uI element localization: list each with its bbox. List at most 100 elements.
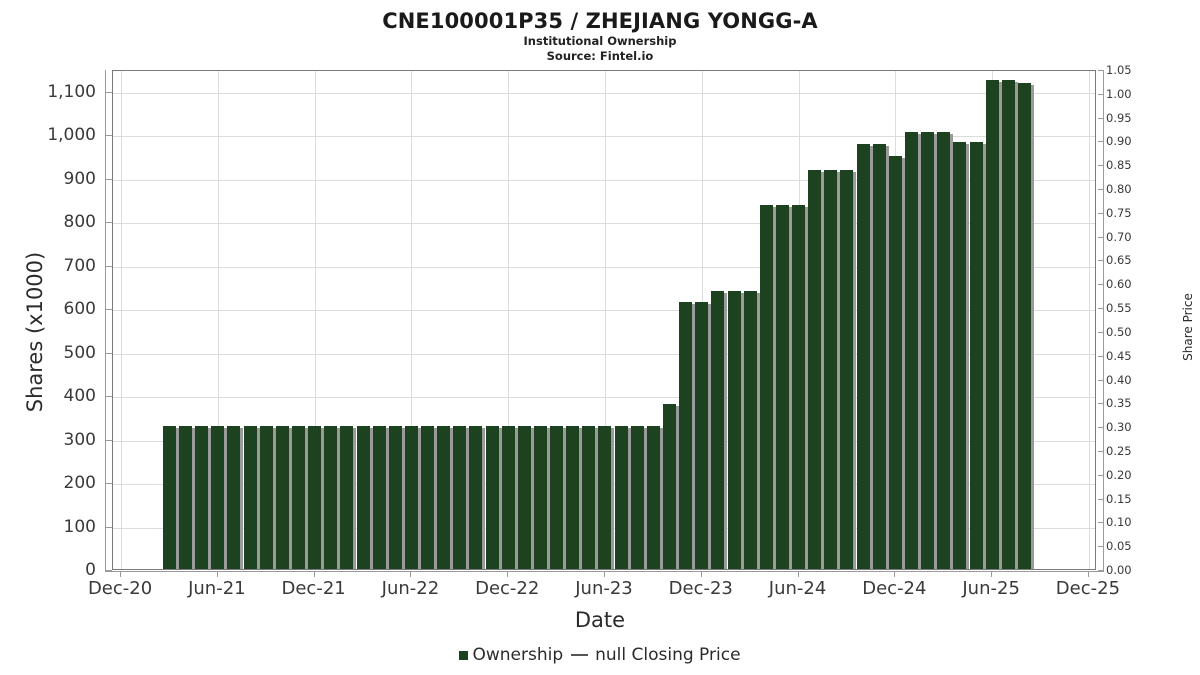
y-tick-mark-right xyxy=(1098,117,1104,119)
bar[interactable] xyxy=(469,426,482,569)
bar[interactable] xyxy=(889,155,902,569)
gridline-horizontal xyxy=(113,310,1095,312)
y-tick-mark-right xyxy=(1098,474,1104,476)
bar[interactable] xyxy=(647,426,660,569)
bar[interactable] xyxy=(986,80,999,569)
x-tick-label: Dec-21 xyxy=(281,578,346,599)
bar[interactable] xyxy=(163,426,176,569)
y-tick-label-right: 0.75 xyxy=(1106,205,1132,220)
bar[interactable] xyxy=(389,426,402,569)
chart-legend: Ownership null Closing Price xyxy=(0,645,1200,665)
bar[interactable] xyxy=(598,426,611,569)
bar[interactable] xyxy=(905,131,918,569)
x-tick-mark xyxy=(700,571,702,577)
gridline-horizontal xyxy=(113,353,1095,355)
bar[interactable] xyxy=(695,301,708,569)
bar[interactable] xyxy=(518,426,531,569)
bar[interactable] xyxy=(276,426,289,569)
bar[interactable] xyxy=(760,204,773,569)
bar[interactable] xyxy=(324,426,337,569)
x-axis-title: Date xyxy=(574,608,626,632)
bar[interactable] xyxy=(728,291,741,569)
bar[interactable] xyxy=(405,426,418,569)
bar[interactable] xyxy=(776,204,789,569)
x-tick-label: Jun-21 xyxy=(188,578,246,599)
bar[interactable] xyxy=(534,426,547,569)
y-tick-mark-left xyxy=(106,135,112,137)
bar[interactable] xyxy=(792,204,805,569)
right-axis-spine xyxy=(1103,70,1104,571)
y-tick-label-right: 0.55 xyxy=(1106,301,1132,316)
bar[interactable] xyxy=(179,426,192,569)
y-tick-mark-right xyxy=(1098,93,1104,95)
x-tick-mark xyxy=(894,571,896,577)
bar[interactable] xyxy=(195,426,208,569)
bar[interactable] xyxy=(921,131,934,569)
y-tick-label-right: 0.50 xyxy=(1106,324,1132,339)
y-tick-mark-right xyxy=(1098,427,1104,429)
bar[interactable] xyxy=(1002,80,1015,569)
y-tick-label-left: 400 xyxy=(63,386,96,407)
bar[interactable] xyxy=(373,426,386,569)
legend-entry-closing-price[interactable]: null Closing Price xyxy=(563,645,741,665)
bar[interactable] xyxy=(437,426,450,569)
y-tick-mark-right xyxy=(1098,379,1104,381)
bar[interactable] xyxy=(244,426,257,569)
legend-label-closing-price: null Closing Price xyxy=(595,645,741,665)
y-tick-mark-right xyxy=(1098,331,1104,333)
y-tick-mark-right xyxy=(1098,165,1104,167)
title-block: CNE100001P35 / ZHEJIANG YONGG-A Institut… xyxy=(0,8,1200,64)
y-tick-mark-left xyxy=(106,222,112,224)
bar[interactable] xyxy=(421,426,434,569)
bar[interactable] xyxy=(857,144,870,569)
x-tick-mark xyxy=(991,571,993,577)
x-tick-label: Jun-23 xyxy=(575,578,633,599)
bar[interactable] xyxy=(211,426,224,569)
bar[interactable] xyxy=(357,426,370,569)
x-tick-mark xyxy=(507,571,509,577)
gridline-vertical xyxy=(1089,71,1090,569)
bar[interactable] xyxy=(453,426,466,569)
bar[interactable] xyxy=(840,170,853,569)
y-tick-mark-right xyxy=(1098,403,1104,405)
bar[interactable] xyxy=(227,426,240,569)
y-tick-mark-left xyxy=(106,483,112,485)
bar[interactable] xyxy=(486,426,499,569)
x-tick-label: Dec-23 xyxy=(668,578,733,599)
bar[interactable] xyxy=(873,144,886,569)
y-tick-label-right: 0.00 xyxy=(1106,563,1132,577)
bar[interactable] xyxy=(744,291,757,569)
bar[interactable] xyxy=(502,426,515,569)
y-tick-label-left: 500 xyxy=(63,342,96,363)
bar[interactable] xyxy=(970,142,983,569)
bar[interactable] xyxy=(937,131,950,569)
bar[interactable] xyxy=(824,170,837,569)
bar[interactable] xyxy=(582,426,595,569)
bar[interactable] xyxy=(808,170,821,569)
x-tick-mark xyxy=(1087,571,1089,577)
bar[interactable] xyxy=(631,426,644,569)
bar[interactable] xyxy=(340,426,353,569)
bar[interactable] xyxy=(550,426,563,569)
x-tick-mark xyxy=(797,571,799,577)
bar[interactable] xyxy=(566,426,579,569)
bar[interactable] xyxy=(292,426,305,569)
bar[interactable] xyxy=(308,426,321,569)
y-tick-label-left: 300 xyxy=(63,429,96,450)
legend-entry-ownership[interactable]: Ownership xyxy=(459,645,563,665)
y-tick-mark-right xyxy=(1098,546,1104,548)
bar[interactable] xyxy=(953,142,966,569)
y-tick-label-left: 900 xyxy=(63,168,96,189)
y-tick-mark-right xyxy=(1098,355,1104,357)
bar[interactable] xyxy=(1018,83,1031,569)
bar[interactable] xyxy=(679,301,692,569)
bar[interactable] xyxy=(615,426,628,569)
y-tick-mark-left xyxy=(106,439,112,441)
y-axis-title-right: Share Price xyxy=(1181,293,1195,361)
bar[interactable] xyxy=(711,291,724,569)
bar[interactable] xyxy=(663,403,676,569)
y-tick-label-left: 1,100 xyxy=(47,81,96,102)
y-tick-label-right: 0.60 xyxy=(1106,277,1132,292)
y-tick-label-right: 0.45 xyxy=(1106,348,1132,363)
bar[interactable] xyxy=(260,426,273,569)
